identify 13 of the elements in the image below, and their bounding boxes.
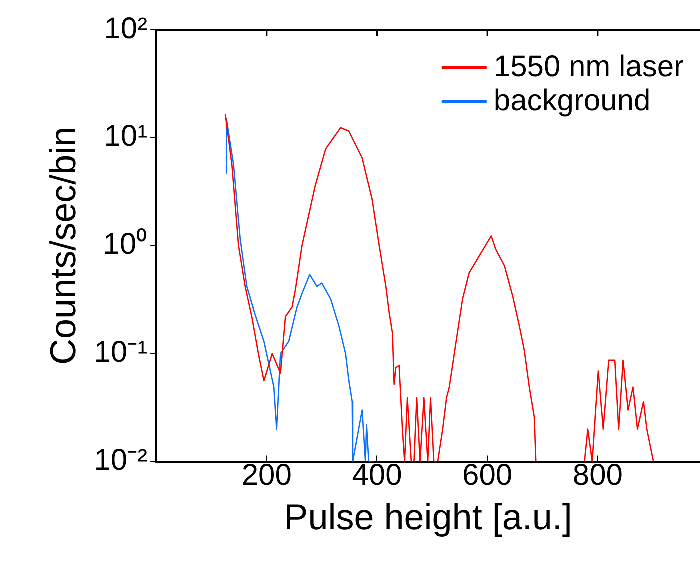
x-tick-label: 800 [572, 459, 623, 492]
y-tick-label: 10⁻¹ [94, 336, 148, 370]
legend-label: background [494, 84, 651, 118]
y-tick-label: 10¹ [104, 120, 148, 154]
legend-label: 1550 nm laser [494, 50, 684, 84]
y-tick-label: 10² [104, 12, 148, 46]
y-axis-title: Counts/sec/bin [42, 126, 84, 365]
x-tick-label: 400 [352, 459, 402, 492]
x-tick-label: 200 [242, 459, 292, 492]
y-tick-label: 10⁻² [94, 444, 148, 478]
x-axis-title: Pulse height [a.u.] [284, 496, 572, 538]
y-tick-label: 10⁰ [103, 228, 148, 262]
x-tick-label: 600 [462, 459, 513, 492]
